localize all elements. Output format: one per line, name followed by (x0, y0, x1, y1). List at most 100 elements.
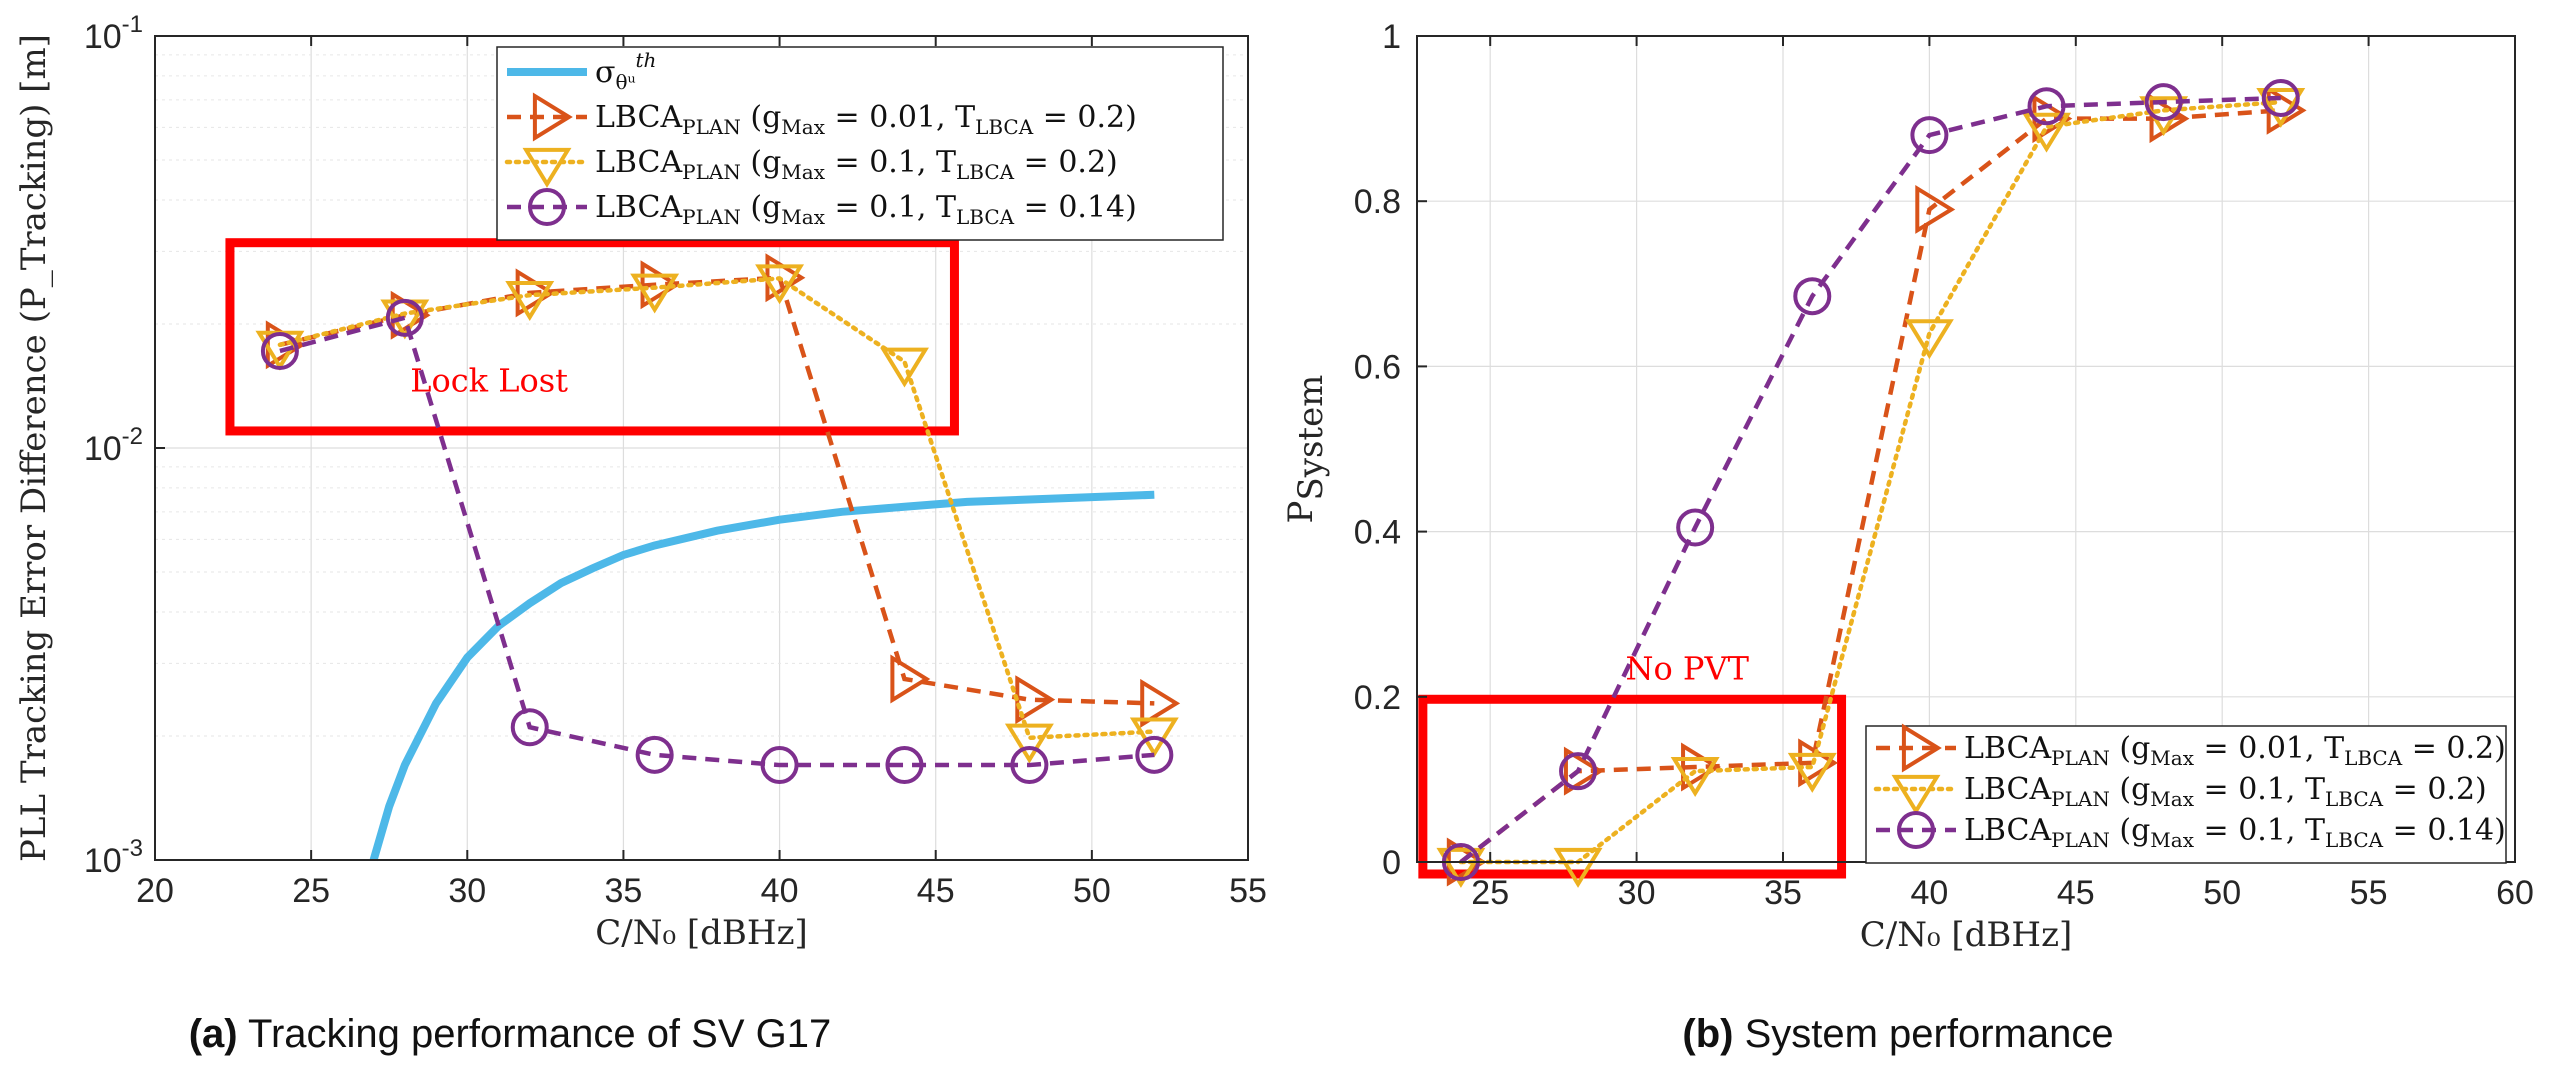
data-point (385, 298, 424, 337)
data-point (505, 281, 555, 321)
tick-label-x: 60 (2496, 874, 2534, 912)
data-point (510, 708, 549, 747)
y-axis-label: PLL Tracking Error Difference (P_Trackin… (14, 34, 54, 862)
series-line (1459, 95, 2281, 864)
data-point (635, 735, 674, 774)
data-point (1135, 735, 1174, 774)
x-axis-label: C/N₀ [dBHz] (1860, 915, 2073, 955)
tick-label-x: 40 (761, 872, 799, 910)
tick-label-y: 10-1 (84, 11, 143, 56)
tick-label-x: 45 (2057, 874, 2095, 912)
data-point (1915, 184, 1956, 234)
legend-label: LBCAPLAN (gMax = 0.1, TLBCA = 0.2) (1964, 772, 2487, 811)
legend: LBCAPLAN (gMax = 0.01, TLBCA = 0.2)LBCAP… (1865, 723, 2507, 864)
series-0 (369, 490, 1155, 862)
tick-label-x: 55 (1229, 872, 1267, 910)
caption: (a) Tracking performance of SV G17 (189, 1012, 832, 1056)
grid (1417, 35, 2516, 863)
legend-label: LBCAPLAN (gMax = 0.01, TLBCA = 0.2) (1964, 731, 2506, 770)
data-point (1010, 746, 1049, 785)
tick-label-x: 20 (136, 872, 174, 910)
legend: σθᵘth LBCAPLAN (gMax = 0.01, TLBCA = 0.2)… (496, 46, 1224, 241)
tick-label-y: 0.8 (1354, 183, 1401, 221)
tick-label-x: 35 (605, 872, 643, 910)
annotation-label: No PVT (1625, 649, 1749, 687)
legend-label: LBCAPLAN (gMax = 0.01, TLBCA = 0.2) (595, 100, 1137, 139)
tick-label-y: 0.4 (1354, 514, 1401, 552)
series-line (277, 276, 1157, 741)
data-point (1553, 847, 1603, 888)
legend-box (496, 46, 1224, 241)
data-point (2027, 87, 2066, 126)
annotation-box (225, 238, 959, 436)
legend-marker (528, 188, 566, 226)
chart-tracking: Lock Lost 20 25 30 35 40 45 50 55 10-3 10-2 10-1 C/N… (14, 11, 1267, 1056)
data-point (760, 746, 799, 785)
legend-label: LBCAPLAN (gMax = 0.1, TLBCA = 0.2) (595, 145, 1118, 184)
data-point (885, 746, 924, 785)
data-point (2144, 83, 2183, 122)
data-point (1563, 746, 1604, 796)
tick-label-x: 50 (1073, 872, 1111, 910)
data-point (1910, 116, 1949, 155)
series-2 (255, 264, 1179, 764)
tick-label-x: 30 (1618, 874, 1656, 912)
legend-label: LBCAPLAN (gMax = 0.1, TLBCA = 0.14) (1964, 813, 2506, 852)
legend-marker (1891, 774, 1941, 815)
data-point (1676, 508, 1715, 547)
y-axis-label: PSystem (1281, 375, 1331, 524)
data-point (1787, 752, 1837, 793)
tick-label-x: 25 (292, 872, 330, 910)
data-point (1436, 847, 1486, 888)
series-3 (260, 298, 1174, 785)
ticks: 25 30 35 40 45 50 55 60 0 0.2 0.4 0.6 0.8 1 (1354, 18, 2534, 912)
tick-label-y: 0 (1382, 844, 1401, 882)
plot-area (1417, 36, 2515, 862)
ticks: 20 25 30 35 40 45 50 55 10-3 10-2 10-1 (84, 11, 1267, 910)
legend-marker (1897, 811, 1935, 849)
data-point (2022, 112, 2071, 153)
data-point (1129, 717, 1179, 758)
tick-label-y: 10-2 (84, 423, 143, 468)
data-point (890, 654, 931, 704)
tick-label-x: 45 (917, 872, 955, 910)
tick-label-x: 25 (1471, 874, 1509, 912)
chart-system: No PVT 25 30 35 40 45 50 55 60 0 0.2 0.4 0.6 0.8 1 C/N₀… (1281, 18, 2534, 1056)
data-point (755, 264, 805, 305)
data-point (2261, 78, 2300, 117)
legend-marker (522, 147, 572, 188)
legend-box (1865, 725, 2507, 864)
tick-label-y: 10-3 (84, 835, 143, 880)
annotation-box (1418, 694, 1847, 879)
data-point (1793, 277, 1832, 316)
data-point (880, 347, 929, 388)
tick-label-x: 35 (1764, 874, 1802, 912)
x-axis-label: C/N₀ [dBHz] (595, 913, 808, 953)
legend-label: LBCAPLAN (gMax = 0.1, TLBCA = 0.14) (595, 190, 1137, 229)
tick-label-x: 30 (448, 872, 486, 910)
legend-marker (532, 92, 573, 142)
data-point (2149, 94, 2190, 144)
annotation-label: Lock Lost (410, 362, 568, 400)
data-point (630, 273, 680, 314)
legend-label: σθᵘth (595, 48, 656, 94)
tick-label-y: 0.6 (1354, 348, 1401, 386)
tick-label-y: 0.2 (1354, 679, 1401, 717)
series-line (279, 315, 1155, 768)
data-point (1681, 742, 1721, 792)
data-point (260, 331, 299, 370)
data-point (1904, 319, 1954, 360)
series-line (369, 490, 1155, 862)
tick-label-y: 1 (1382, 18, 1401, 56)
data-point (1559, 752, 1598, 791)
caption: (b) System performance (1682, 1012, 2113, 1056)
data-point (1670, 757, 1720, 797)
data-point (1140, 678, 1181, 728)
series-line (1458, 99, 2284, 865)
tick-label-x: 50 (2203, 874, 2241, 912)
data-point (1004, 723, 1054, 764)
tick-label-x: 55 (2350, 874, 2388, 912)
legend-marker (1901, 723, 1942, 773)
data-point (2256, 87, 2306, 128)
